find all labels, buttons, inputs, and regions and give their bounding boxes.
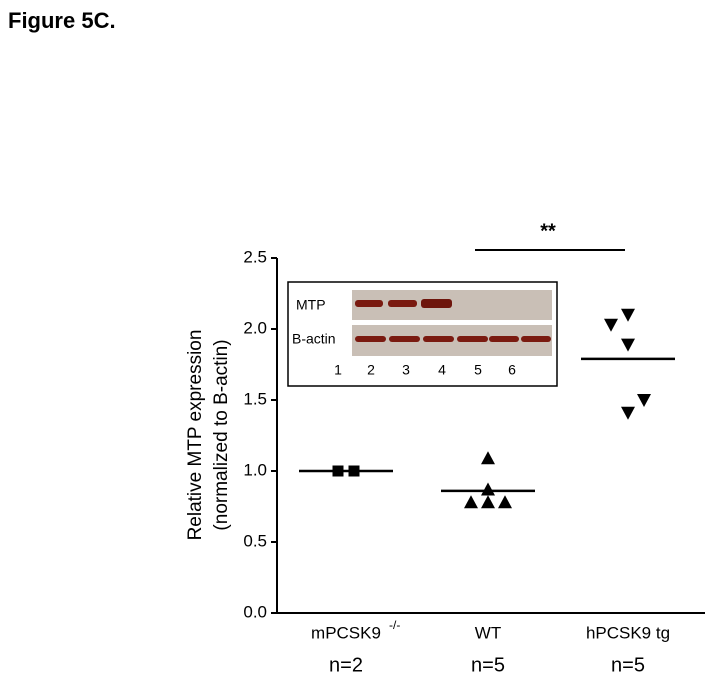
lane-label: 1 [334, 362, 342, 378]
y-tick-label: 0.5 [243, 531, 267, 550]
data-point [621, 338, 635, 352]
y-label: Relative MTP expression (normalized to B… [185, 330, 232, 541]
superscript: -/- [389, 618, 400, 632]
blot-row-label: MTP [296, 297, 326, 313]
data-point [481, 495, 495, 509]
lane-label: 2 [367, 362, 375, 378]
band [355, 336, 386, 342]
n-label: n=2 [329, 654, 363, 676]
y-tick-label: 0.0 [243, 602, 267, 621]
y-tick-label: 1.5 [243, 389, 267, 408]
data-point [621, 406, 635, 420]
y-tick-label: 2.5 [243, 247, 267, 266]
significance-label: ** [540, 220, 556, 242]
n-label: n=5 [611, 654, 645, 676]
data-point [637, 394, 651, 407]
band [389, 336, 420, 342]
band [421, 299, 452, 308]
n-label: n=5 [471, 654, 505, 676]
lane-label: 4 [438, 362, 446, 378]
y-tick-label: 2.0 [243, 318, 267, 337]
data-point [481, 451, 495, 465]
data-point [481, 482, 495, 496]
data-point [604, 318, 618, 332]
lane-label: 3 [402, 362, 410, 378]
band [489, 336, 519, 342]
x-tick-label: WT [475, 623, 501, 642]
data-point [621, 308, 635, 322]
band [457, 336, 488, 342]
western-blot-inset [287, 281, 558, 387]
y-label-line: Relative MTP expression [185, 330, 206, 541]
band [521, 336, 551, 342]
data-point [498, 495, 512, 509]
blot-row-label: B-actin [292, 331, 336, 347]
y-tick-label: 1.0 [243, 460, 267, 479]
figure-title: Figure 5C. [8, 8, 116, 33]
band [388, 300, 417, 307]
band [423, 336, 454, 342]
x-tick-label: hPCSK9 tg [586, 623, 670, 642]
lane-label: 5 [474, 362, 482, 378]
data-point [464, 495, 478, 509]
x-tick-label: mPCSK9 [311, 623, 381, 642]
y-label-line: (normalized to B-actin) [211, 339, 232, 530]
band [355, 300, 383, 307]
lane-label: 6 [508, 362, 516, 378]
